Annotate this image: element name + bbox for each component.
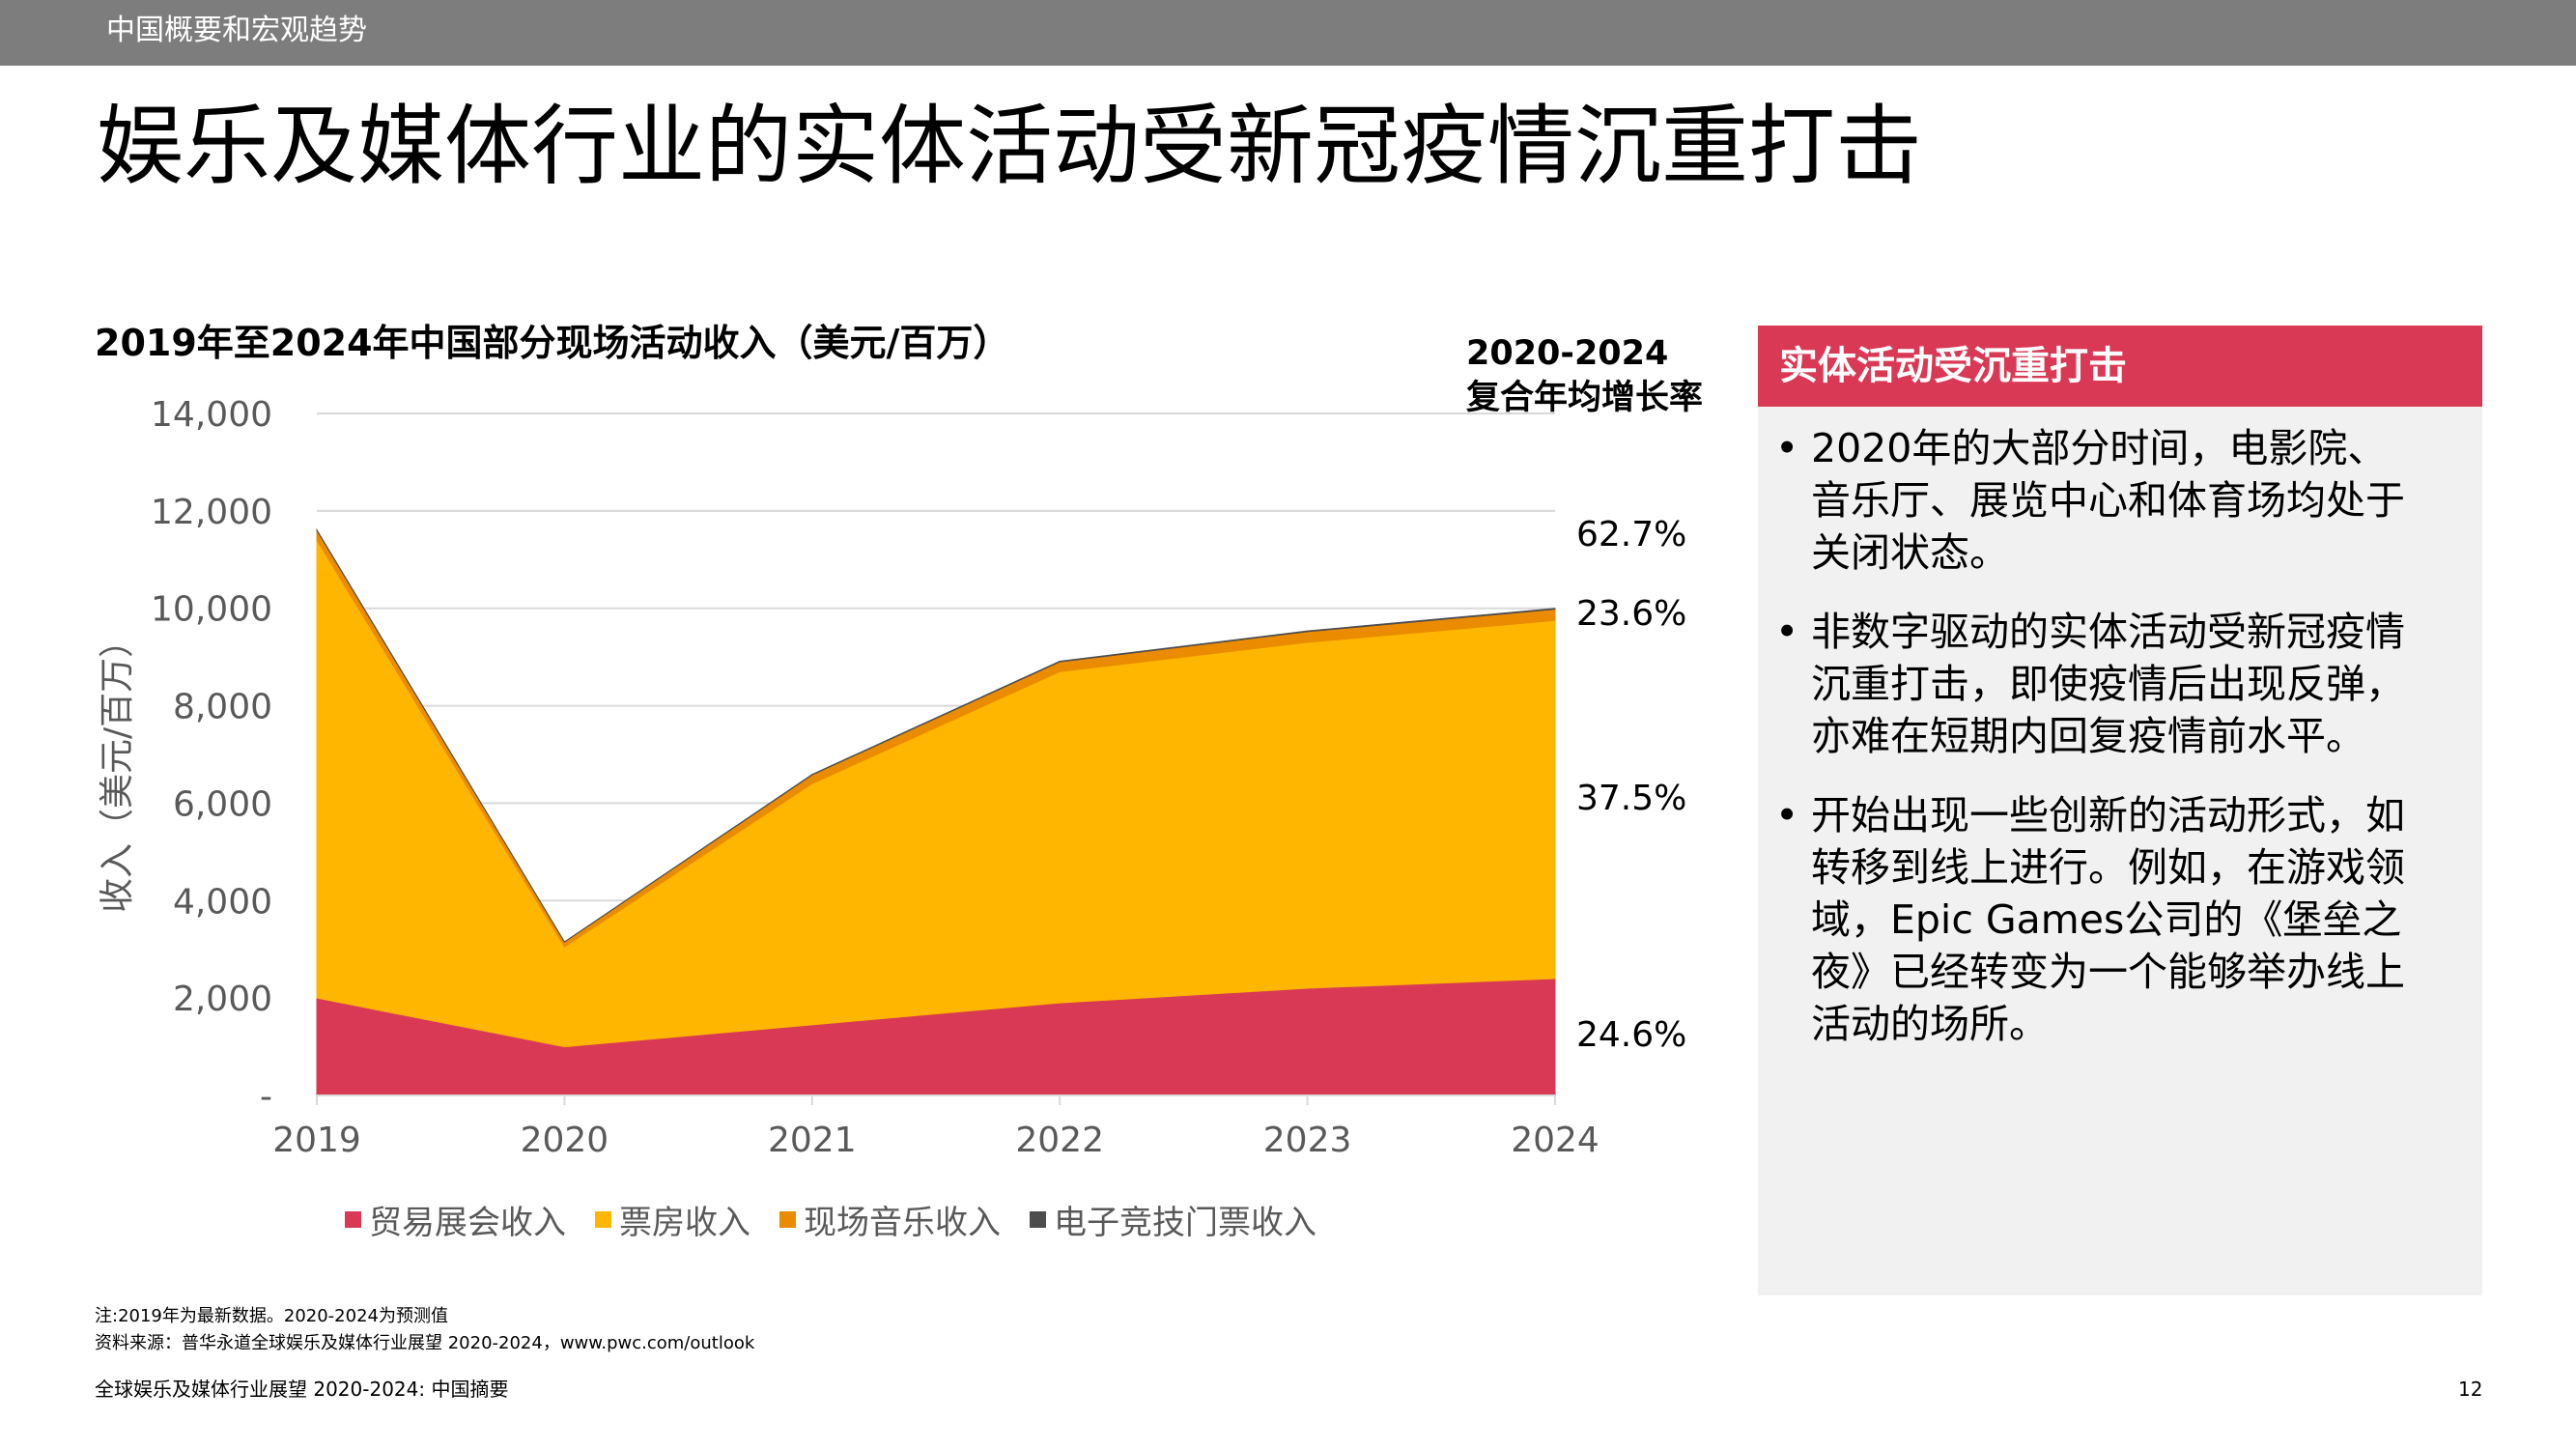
top-bar: 中国概要和宏观趋势 xyxy=(0,0,2576,66)
footer-publication: 全球娱乐及媒体行业展望 2020-2024: 中国摘要 xyxy=(95,1378,509,1401)
bullet-text: 开始出现一些创新的活动形式，如转移到线上进行。例如，在游戏领域，Epic Gam… xyxy=(1811,792,2405,1047)
y-tick-label: - xyxy=(260,1077,272,1117)
y-tick-label: 14,000 xyxy=(151,395,272,435)
legend-swatch xyxy=(1030,1210,1046,1228)
bullet-text: 非数字驱动的实体活动受新冠疫情沉重打击，即使疫情后出现反弹，亦难在短期内回复疫情… xyxy=(1811,609,2405,759)
bullet-icon: • xyxy=(1775,792,1799,838)
cagr-heading-years: 2020-2024 xyxy=(1466,334,1669,373)
y-tick-label: 2,000 xyxy=(173,980,272,1019)
legend-item: 票房收入 xyxy=(595,1196,750,1243)
y-tick-label: 10,000 xyxy=(151,590,272,630)
page-title: 娱乐及媒体行业的实体活动受新冠疫情沉重打击 xyxy=(97,96,1922,197)
legend-label: 电子竞技门票收入 xyxy=(1054,1203,1316,1242)
cagr-value: 62.7% xyxy=(1576,514,1687,554)
y-tick-labels: - 2,000 4,000 6,000 8,000 10,000 12,000 14,000 xyxy=(151,395,272,1117)
axes xyxy=(316,1094,1556,1105)
source-note: 资料来源：普华永道全球娱乐及媒体行业展望 2020-2024，www.pwc.c… xyxy=(95,1333,755,1353)
legend-item: 贸易展会收入 xyxy=(345,1196,566,1243)
x-tick-label: 2021 xyxy=(768,1121,857,1160)
legend-item: 电子竞技门票收入 xyxy=(1030,1196,1316,1243)
cagr-value: 23.6% xyxy=(1576,593,1687,634)
x-tick-label: 2024 xyxy=(1511,1121,1599,1160)
panel-header-text: 实体活动受沉重打击 xyxy=(1779,344,2127,388)
legend: 贸易展会收入 票房收入 现场音乐收入 电子竞技门票收入 xyxy=(345,1196,1316,1243)
x-tick-label: 2022 xyxy=(1015,1121,1104,1160)
legend-label: 贸易展会收入 xyxy=(369,1203,566,1242)
legend-swatch xyxy=(595,1210,611,1228)
cagr-heading: 2020-2024 复合年均增长率 xyxy=(1466,331,1703,420)
x-tick-label: 2019 xyxy=(272,1121,361,1160)
bullet-text: 2020年的大部分时间，电影院、音乐厅、展览中心和体育场均处于关闭状态。 xyxy=(1811,425,2405,576)
legend-swatch xyxy=(345,1210,361,1228)
side-panel: 实体活动受沉重打击 • 2020年的大部分时间，电影院、音乐厅、展览中心和体育场… xyxy=(1758,326,2482,1295)
section-label: 中国概要和宏观趋势 xyxy=(106,14,367,47)
cagr-value: 24.6% xyxy=(1576,1015,1687,1056)
x-tick-label: 2020 xyxy=(521,1121,609,1160)
bullet-icon: • xyxy=(1775,609,1799,655)
y-tick-label: 8,000 xyxy=(173,688,272,727)
bullet-item: • 开始出现一些创新的活动形式，如转移到线上进行。例如，在游戏领域，Epic G… xyxy=(1758,789,2482,1050)
page-number: 12 xyxy=(2458,1378,2483,1401)
y-tick-label: 12,000 xyxy=(151,493,272,532)
y-axis-title: 收入（美元/百万） xyxy=(98,622,137,913)
x-tick-labels: 2019 2020 2021 2022 2023 2024 xyxy=(272,1121,1599,1160)
area-chart: -2,0004,0006,0008,00010,00012,00014,000 … xyxy=(151,395,1599,1160)
legend-label: 现场音乐收入 xyxy=(804,1203,1001,1242)
bullet-icon: • xyxy=(1775,425,1799,471)
x-tick-label: 2023 xyxy=(1263,1121,1352,1160)
cagr-value: 37.5% xyxy=(1576,778,1687,818)
panel-header: 实体活动受沉重打击 xyxy=(1758,326,2482,407)
bullet-item: • 2020年的大部分时间，电影院、音乐厅、展览中心和体育场均处于关闭状态。 xyxy=(1758,422,2482,579)
y-tick-label: 4,000 xyxy=(173,882,272,922)
legend-item: 现场音乐收入 xyxy=(779,1196,1001,1243)
bullet-list: • 2020年的大部分时间，电影院、音乐厅、展览中心和体育场均处于关闭状态。 •… xyxy=(1758,422,2482,1077)
y-tick-label: 6,000 xyxy=(173,784,272,824)
legend-swatch xyxy=(779,1210,796,1228)
bullet-item: • 非数字驱动的实体活动受新冠疫情沉重打击，即使疫情后出现反弹，亦难在短期内回复… xyxy=(1758,606,2482,762)
stacked-areas xyxy=(316,527,1556,1096)
area-series xyxy=(316,527,1556,943)
legend-label: 票房收入 xyxy=(619,1203,750,1242)
area-series xyxy=(316,538,1556,1048)
chart-title: 2019年至2024年中国部分现场活动收入（美元/百万） xyxy=(95,322,1010,364)
cagr-heading-label: 复合年均增长率 xyxy=(1466,379,1704,417)
data-note: 注:2019年为最新数据。2020-2024为预测值 xyxy=(95,1306,448,1326)
